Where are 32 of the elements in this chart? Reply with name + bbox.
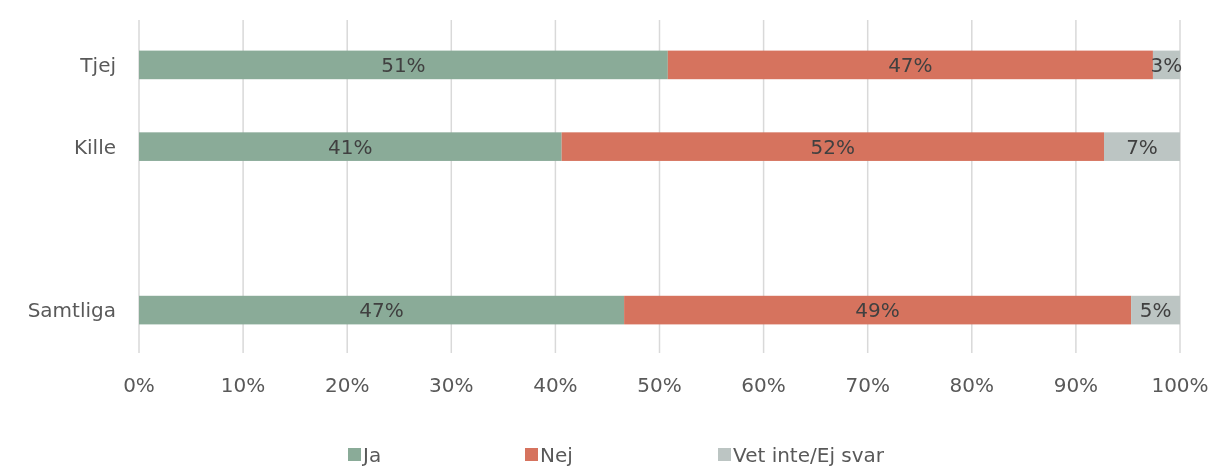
x-tick-label: 10% <box>220 373 266 397</box>
x-tick-label: 70% <box>845 373 890 397</box>
data-label: 7% <box>1126 134 1158 159</box>
legend-label: Nej <box>540 443 573 466</box>
x-tick-label: 100% <box>1151 373 1209 397</box>
bar <box>139 50 668 80</box>
y-tick-label: Samtliga <box>27 298 116 323</box>
bar <box>139 295 625 325</box>
bar <box>1104 132 1180 161</box>
data-label: 41% <box>328 134 373 159</box>
x-tick-label: 20% <box>324 373 370 397</box>
data-label: 49% <box>855 298 900 323</box>
x-tick-label: 80% <box>949 373 995 397</box>
x-tick-label: 30% <box>429 373 474 397</box>
y-tick-label: Tjej <box>79 52 116 77</box>
bar <box>561 132 1105 161</box>
x-tick-label: 0% <box>123 373 155 397</box>
data-label: 47% <box>888 52 933 77</box>
bar <box>139 132 562 161</box>
bar <box>667 50 1153 80</box>
x-tick-label: 60% <box>741 373 786 397</box>
x-tick-label: 90% <box>1053 373 1099 397</box>
y-tick-label: Kille <box>73 134 116 159</box>
data-label: 51% <box>381 52 426 77</box>
data-label: 52% <box>810 134 856 159</box>
x-tick-label: 50% <box>637 373 682 397</box>
data-label: 5% <box>1139 298 1172 323</box>
bar <box>624 295 1132 325</box>
legend-label: Ja <box>361 443 382 466</box>
data-label: 47% <box>359 298 404 323</box>
x-tick-label: 40% <box>533 373 578 397</box>
legend-label: Vet inte/Ej svar <box>733 443 885 466</box>
